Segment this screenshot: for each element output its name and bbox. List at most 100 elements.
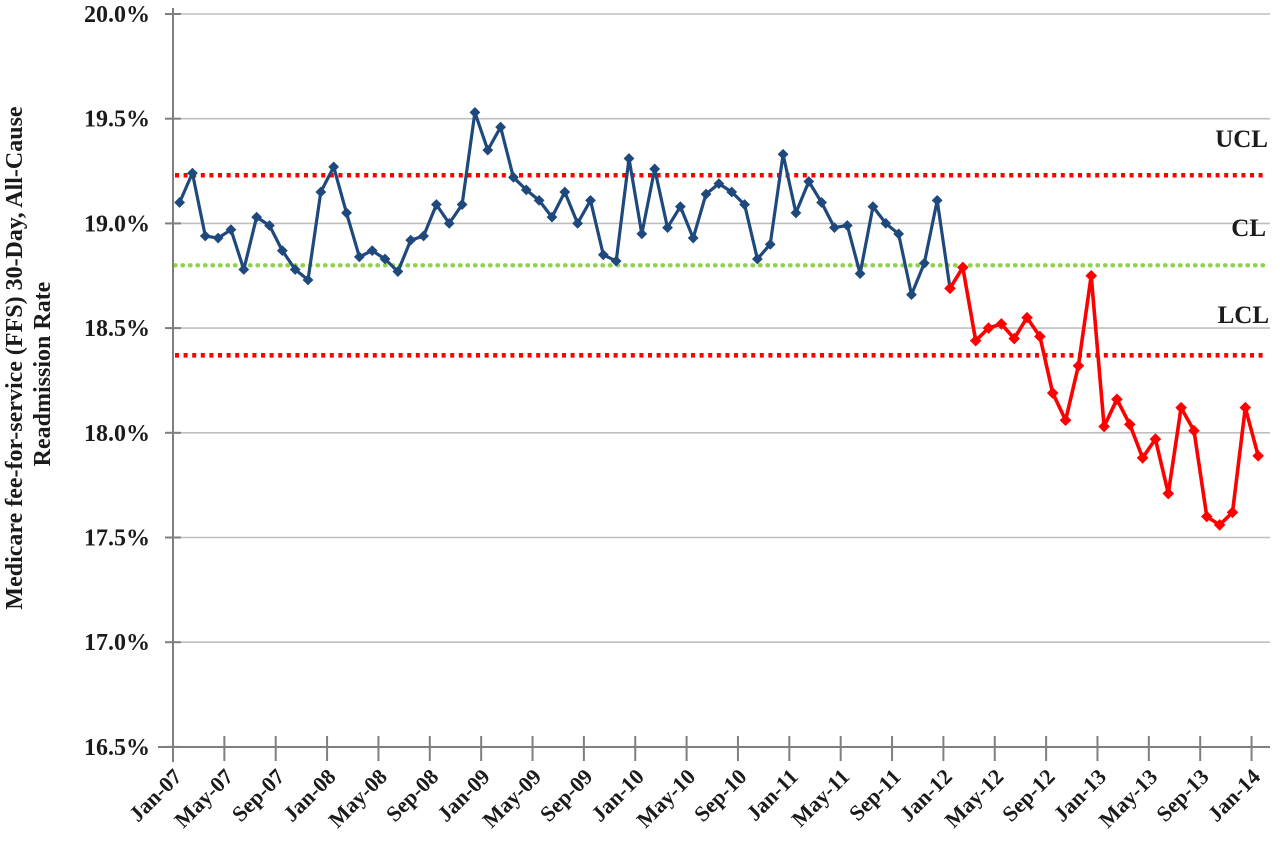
signal-point	[1175, 401, 1187, 414]
x-tick-label: Sep-13	[1151, 764, 1214, 827]
gridlines	[173, 13, 1270, 748]
lcl-label: LCL	[1218, 302, 1269, 329]
signal-line	[948, 265, 1260, 527]
y-axis-title-line2: Readmission Rate	[30, 281, 56, 466]
signal-point	[1059, 414, 1072, 427]
signal-point	[1072, 359, 1085, 372]
signal-point	[944, 282, 956, 295]
baseline-point	[392, 266, 404, 277]
baseline-point	[443, 218, 455, 229]
baseline-point	[662, 222, 673, 233]
y-axis-tick-labels: 20.0% 19.5% 19.0% 18.5% 18.0% 17.5% 17.0% 16.5%	[84, 2, 150, 761]
baseline-point	[764, 238, 776, 250]
baseline-point	[264, 220, 275, 231]
baseline-point	[649, 163, 661, 175]
y-tick-label: 20.0%	[84, 2, 150, 28]
signal-series	[944, 261, 1264, 531]
baseline-point	[636, 228, 648, 240]
signal-point	[1149, 433, 1162, 445]
baseline-point	[520, 184, 532, 196]
signal-point	[1136, 452, 1149, 464]
y-axis-title-line1: Medicare fee-for-service (FFS) 30-Day, A…	[2, 106, 28, 610]
signal-point	[995, 318, 1008, 330]
y-tick-label: 19.5%	[84, 107, 150, 133]
y-tick-label: 17.5%	[84, 526, 150, 552]
baseline-point	[276, 245, 288, 257]
baseline-point	[841, 220, 853, 231]
x-tick-label: Sep-12	[997, 764, 1060, 827]
signal-point	[1123, 418, 1136, 431]
baseline-point	[289, 264, 301, 275]
x-tick-label: Sep-08	[381, 764, 444, 827]
baseline-point	[508, 171, 519, 183]
baseline-point	[585, 194, 596, 206]
baseline-point	[225, 224, 237, 236]
baseline-point	[212, 232, 224, 244]
baseline-point	[867, 201, 879, 213]
baseline-point	[559, 186, 571, 198]
baseline-point	[418, 230, 429, 242]
baseline-point	[366, 245, 378, 257]
baseline-point	[495, 121, 506, 133]
baseline-point	[456, 199, 468, 210]
signal-point	[1008, 332, 1020, 345]
signal-point	[969, 334, 982, 347]
signal-point	[1213, 519, 1226, 531]
x-tick-label: May-12	[940, 764, 1009, 833]
signal-point	[1162, 487, 1175, 500]
x-tick-label: Sep-10	[689, 764, 752, 827]
baseline-point	[341, 207, 352, 219]
baseline-point	[893, 228, 905, 240]
x-tick-label: Jan-14	[1202, 764, 1265, 827]
signal-point	[1046, 387, 1059, 399]
baseline-point	[790, 207, 802, 219]
signal-point	[1085, 269, 1098, 282]
x-tick-label: Sep-11	[844, 764, 906, 826]
baseline-point	[854, 268, 866, 280]
baseline-point	[726, 186, 738, 198]
x-tick-label: May-09	[477, 764, 546, 833]
y-tick-label: 18.5%	[84, 316, 150, 342]
baseline-point	[379, 253, 391, 265]
baseline-point	[739, 199, 750, 210]
baseline-point	[353, 251, 365, 263]
y-tick-label: 19.0%	[84, 211, 150, 237]
x-tick-label: May-08	[323, 764, 392, 833]
baseline-point	[572, 218, 584, 229]
baseline-point	[906, 289, 917, 300]
signal-point	[1098, 420, 1110, 433]
baseline-point	[405, 234, 417, 246]
baseline-point	[610, 255, 622, 267]
signal-point	[1239, 401, 1252, 414]
signal-point	[957, 261, 969, 274]
y-tick-label: 18.0%	[84, 421, 150, 447]
x-tick-label: Sep-07	[227, 764, 290, 827]
baseline-point	[469, 107, 481, 118]
signal-point	[982, 322, 995, 334]
signal-point	[1188, 424, 1200, 437]
axes	[158, 8, 1270, 762]
baseline-point	[174, 197, 185, 208]
baseline-point	[251, 211, 263, 223]
baseline-point	[687, 232, 699, 244]
y-tick-label: 16.5%	[84, 735, 150, 761]
baseline-point	[546, 211, 558, 223]
signal-point	[1226, 506, 1239, 519]
baseline-point	[533, 194, 545, 206]
baseline-point	[187, 167, 198, 179]
x-axis-tick-labels: Jan-07May-07Sep-07Jan-08May-08Sep-08Jan-…	[124, 764, 1265, 833]
baseline-point	[700, 188, 712, 200]
baseline-point	[482, 144, 494, 156]
baseline-point	[777, 148, 789, 160]
baseline-point	[199, 230, 211, 242]
signal-point	[1111, 393, 1123, 406]
baseline-point	[623, 153, 635, 164]
x-tick-label: May-11	[786, 764, 854, 832]
signal-point	[1201, 510, 1213, 523]
control-limit-lines	[172, 172, 1269, 358]
y-tick-label: 17.0%	[84, 630, 150, 656]
signal-point	[1021, 311, 1033, 324]
ucl-label: UCL	[1215, 126, 1268, 153]
